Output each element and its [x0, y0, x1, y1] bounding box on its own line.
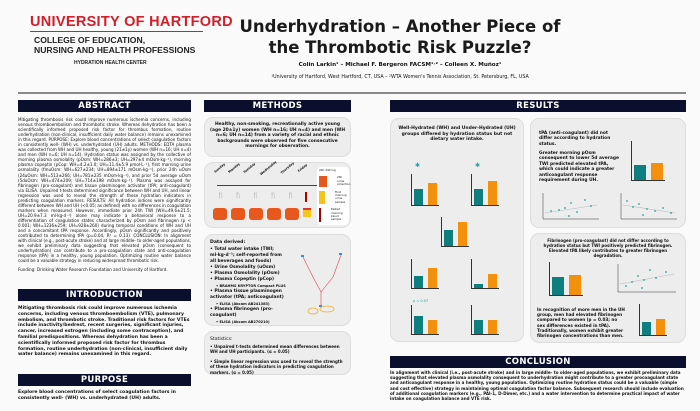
- utensils-icon: 🍴: [252, 192, 260, 199]
- data-subitem: ELISA (Abcam AB241383): [210, 301, 288, 307]
- day-friday: Friday: [296, 162, 308, 174]
- chart-fibrinogen: [549, 262, 583, 296]
- conclusion-heading: CONCLUSION: [390, 356, 686, 368]
- scatter-twi-fibrinogen: [617, 264, 676, 293]
- statistics-heading: Statistics:: [210, 337, 233, 342]
- header-divider: [18, 92, 686, 94]
- introduction-text: Mitigating thrombosis risk could improve…: [18, 306, 190, 358]
- chart-5d-twi: [411, 305, 439, 335]
- chart-24h-uosm: [411, 174, 439, 206]
- scatter-posm-tpa: [542, 193, 599, 220]
- data-item: Urine Osmolality (uOsm): [210, 265, 288, 271]
- coagulation-pathway-diagram: [301, 253, 342, 315]
- university-name: UNIVERSITY OF HARTFORD: [30, 14, 233, 32]
- methods-heading: METHODS: [204, 100, 351, 112]
- urine-jug-icon: [267, 208, 281, 220]
- diet-log-icons: 🍴 🍴 🍴 🍴 🍴: [217, 192, 307, 202]
- p-value-label: p = 0.07: [413, 299, 429, 303]
- day-labels: Sunday Monday Tuesday Wednesday Thursday…: [213, 160, 308, 176]
- day-tuesday: Tuesday: [242, 161, 257, 175]
- fibrinogen-result-title: Fibrinogen (pro-coagulant) did not diffe…: [543, 238, 673, 258]
- urine-jugs: [213, 208, 311, 220]
- day-wednesday: Wednesday: [258, 159, 278, 177]
- hydration-results-title: Well-Hydrated (WH) and Under-Hydrated (U…: [398, 126, 516, 143]
- tpa-result-text: tPA (anti-coagulant) did not differ acco…: [539, 131, 611, 147]
- tpa-results-box: tPA (anti-coagulant) did not differ acco…: [530, 118, 686, 228]
- statistics-item: Simple linear regression was used to rev…: [210, 359, 345, 375]
- legend-urine-collection: 24h urine collection: [319, 176, 350, 187]
- day-thursday: Thursday: [280, 161, 296, 175]
- affiliations: ¹University of Hartford, West Hartford, …: [271, 75, 529, 80]
- conclusion-text: In alignment with clinical (i.e., post-a…: [390, 370, 684, 402]
- purpose-text: Explore blood concentrations of select c…: [18, 390, 176, 401]
- funding-text: Funding: Drinking Water Research Foundat…: [18, 267, 168, 273]
- scatter-twi-tpa: [620, 193, 677, 220]
- fibrinogen-results-box: Fibrinogen (pro-coagulant) did not diffe…: [530, 233, 686, 343]
- data-derived-heading: Data derived:: [210, 240, 246, 245]
- day-monday: Monday: [227, 161, 241, 175]
- statistics-item: Unpaired t-tests determined mean differe…: [210, 344, 345, 355]
- timeline-axis: [217, 185, 317, 186]
- data-item: Plasma tissue plasminogen activator (tPA…: [210, 289, 288, 301]
- chart-fmu-osm: [441, 217, 469, 247]
- poster-title: Underhydration – Another Piece of the Th…: [239, 17, 561, 57]
- hydration-results-box: Well-Hydrated (WH) and Under-Hydrated (U…: [390, 118, 524, 342]
- chart-24h-twi: [471, 305, 499, 335]
- authors: Colin Larkin¹ – Michael F. Bergeron FACS…: [298, 62, 502, 68]
- urine-jug-icon: [231, 208, 245, 220]
- urine-cup-icon: [303, 208, 311, 217]
- legend-diet-log: 24h diet log: [319, 168, 336, 172]
- abstract-heading: ABSTRACT: [18, 100, 191, 112]
- chart-posm: [411, 259, 439, 289]
- college-line-2: NURSING AND HEALTH PROFESSIONS: [34, 45, 196, 55]
- blood-tube-icon: [304, 192, 307, 202]
- data-subitem: BRAHMS KRYPTOR Compact PLUS: [210, 283, 288, 289]
- significance-star: ✱: [475, 162, 481, 169]
- center-name: HYDRATION HEALTH CENTER: [74, 60, 147, 66]
- statistics-box: Statistics: Unpaired t-tests determined …: [204, 331, 351, 375]
- legend-blood-sample: Fasted morning blood sample: [319, 208, 347, 222]
- data-derived-box: Data derived: Total water intake (TWI; m…: [204, 234, 351, 326]
- day-sunday: Sunday: [213, 162, 226, 174]
- university-logo: UNIVERSITY OF HARTFORD COLLEGE OF EDUCAT…: [18, 14, 233, 66]
- chart-pcop: [471, 259, 499, 289]
- methods-summary: Healthy, non-smoking, recreationally act…: [209, 122, 346, 150]
- chart-fibrinogen-sex: [639, 304, 667, 336]
- utensils-icon: 🍴: [287, 192, 295, 199]
- tpa-regression-text: Greater morning pOsm consequent to lower…: [539, 151, 620, 184]
- statistics-list: Unpaired t-tests determined mean differe…: [210, 344, 345, 375]
- protocol-legend: 24h diet log 24h urine collection First …: [317, 167, 350, 225]
- chart-5d-uosm: [471, 174, 499, 206]
- college-line-1: COLLEGE OF EDUCATION,: [34, 35, 146, 45]
- urine-jug-icon: [249, 208, 263, 220]
- chart-tpa: [631, 141, 665, 181]
- abstract-section: ABSTRACT Mitigating thrombosis risk coul…: [18, 100, 191, 272]
- utensils-icon: 🍴: [217, 192, 225, 199]
- abstract-text: Mitigating thrombosis risk could improve…: [18, 117, 191, 264]
- data-item: Total water intake (TWI; ml·kg·d⁻¹; self…: [210, 247, 288, 265]
- urine-jug-icon: [213, 208, 227, 220]
- legend-urine-sample: First morning urine sample: [319, 190, 347, 205]
- utensils-icon: 🍴: [234, 192, 243, 199]
- data-derived-list: Total water intake (TWI; ml·kg·d⁻¹; self…: [210, 247, 288, 325]
- data-item: Plasma Osmolality (pOsm): [210, 271, 288, 277]
- urine-jug-icon: [285, 208, 299, 220]
- introduction-section: INTRODUCTION Mitigating thrombosis risk …: [18, 289, 191, 358]
- data-item: Plasma Copeptin (pCop): [210, 277, 288, 283]
- data-item: Plasma fibrinogen (pro-coagulant): [210, 307, 288, 319]
- purpose-section: PURPOSE Explore blood concentrations of …: [18, 374, 191, 402]
- introduction-heading: INTRODUCTION: [18, 289, 191, 301]
- results-heading: RESULTS: [390, 100, 686, 112]
- data-subitem: ELISA (Abcam AB270210): [210, 319, 288, 325]
- methods-summary-box: Healthy, non-smoking, recreationally act…: [204, 117, 351, 157]
- sex-difference-text: In recognition of more men in the UH gro…: [537, 307, 625, 339]
- purpose-heading: PURPOSE: [18, 374, 191, 386]
- utensils-icon: 🍴: [269, 192, 278, 199]
- significance-star: ✱: [415, 162, 421, 169]
- protocol-timeline-box: Sunday Monday Tuesday Wednesday Thursday…: [204, 160, 351, 228]
